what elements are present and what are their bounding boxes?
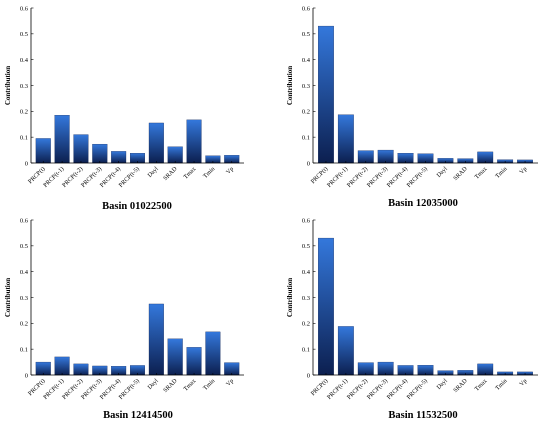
x-tick-label-tmax: Tmax [182, 165, 198, 181]
x-tick-label-tmin: Tmin [202, 377, 216, 391]
bar-prcp-t [35, 138, 51, 164]
panel-4: 00.10.20.30.40.50.6PRCP(t)PRCP(t-1)PRCP(… [286, 217, 538, 421]
x-tick-label-prcp-t-1: PRCP(t-1) [326, 377, 349, 400]
y-tick-label: 0.4 [302, 57, 311, 64]
y-axis-label: Contribution [286, 278, 294, 317]
y-tick-label: 0.3 [302, 83, 310, 90]
panel-title: Basin 12414500 [103, 410, 173, 421]
y-tick-label: 0.6 [20, 5, 29, 12]
y-tick-label: 0.3 [302, 295, 310, 302]
x-tick-label-prcp-t-5: PRCP(t-5) [405, 377, 428, 400]
y-tick-label: 0.5 [302, 243, 310, 250]
y-tick-label: 0.2 [302, 321, 310, 328]
y-tick-label: 0.4 [302, 269, 311, 276]
y-tick-label: 0.6 [302, 5, 311, 12]
y-tick-label: 0 [25, 160, 28, 167]
panel-title: Basin 11532500 [388, 410, 457, 421]
y-tick-label: 0.1 [20, 346, 28, 353]
y-tick-label: 0.2 [20, 109, 28, 116]
bar-tmax [186, 347, 202, 376]
y-tick-label: 0.1 [302, 346, 310, 353]
x-tick-label-prcp-t-2: PRCP(t-2) [346, 377, 369, 400]
bar-tmax [186, 119, 202, 164]
bar-prcp-t-2 [73, 134, 89, 164]
y-tick-label: 0.2 [20, 321, 28, 328]
y-tick-label: 0.6 [20, 217, 29, 224]
bar-prcp-t-3 [92, 143, 108, 164]
panel-3: 00.10.20.30.40.50.6PRCP(t)PRCP(t-1)PRCP(… [4, 217, 244, 421]
bar-prcp-t-1 [54, 115, 70, 164]
y-tick-label: 0.5 [20, 31, 28, 38]
y-tick-label: 0.4 [20, 269, 29, 276]
x-tick-label-tmax: Tmax [473, 165, 489, 181]
bar-prcp-t [318, 25, 334, 164]
bar-prcp-t-1 [54, 356, 70, 376]
y-tick-label: 0.1 [302, 134, 310, 141]
x-tick-label-srad: SRAD [452, 377, 469, 394]
x-tick-label-tmin: Tmin [494, 377, 508, 391]
x-tick-label-prcp-t-4: PRCP(t-4) [386, 165, 409, 188]
bar-srad [167, 146, 183, 164]
x-tick-label-prcp-t-3: PRCP(t-3) [366, 377, 389, 400]
x-tick-label-vp: Vp [518, 377, 528, 387]
x-tick-label-prcp-t-4: PRCP(t-4) [386, 377, 409, 400]
x-tick-label-prcp-t-3: PRCP(t-3) [366, 165, 389, 188]
x-tick-label-tmax: Tmax [473, 377, 489, 393]
x-tick-label-tmin: Tmin [202, 165, 216, 179]
y-axis-label: Contribution [286, 66, 294, 105]
y-tick-label: 0.5 [20, 243, 28, 250]
x-tick-label-dayl: Dayl [435, 165, 449, 179]
bar-dayl [148, 303, 164, 376]
y-tick-label: 0 [307, 160, 310, 167]
x-tick-label-prcp-t-1: PRCP(t-1) [326, 165, 349, 188]
panel-1: 00.10.20.30.40.50.6PRCP(t)PRCP(t-1)PRCP(… [4, 5, 244, 212]
x-tick-label-tmin: Tmin [494, 165, 508, 179]
x-tick-label-prcp-t-2: PRCP(t-2) [346, 165, 369, 188]
x-tick-label-prcp-t-5: PRCP(t-5) [405, 165, 428, 188]
y-tick-label: 0.1 [20, 134, 28, 141]
y-tick-label: 0.2 [302, 109, 310, 116]
bar-dayl [148, 122, 164, 164]
y-tick-label: 0.5 [302, 31, 310, 38]
x-tick-label-dayl: Dayl [146, 165, 160, 179]
x-tick-label-srad: SRAD [452, 165, 469, 182]
panel-title: Basin 12035000 [388, 198, 458, 209]
x-tick-label-prcp-t-5: PRCP(t-5) [117, 165, 140, 188]
panel-title: Basin 01022500 [102, 201, 172, 212]
bar-tmin [205, 331, 221, 376]
y-axis-label: Contribution [4, 66, 12, 105]
x-tick-label-srad: SRAD [162, 377, 179, 394]
y-tick-label: 0 [25, 372, 28, 379]
y-axis-label: Contribution [4, 278, 12, 317]
y-tick-label: 0.3 [20, 295, 28, 302]
x-tick-label-dayl: Dayl [146, 377, 160, 391]
bar-prcp-t-1 [337, 326, 354, 376]
bar-prcp-t-1 [337, 114, 354, 164]
x-tick-label-prcp-t-5: PRCP(t-5) [117, 377, 140, 400]
y-tick-label: 0.3 [20, 83, 28, 90]
x-tick-label-dayl: Dayl [435, 377, 449, 391]
y-tick-label: 0 [307, 372, 310, 379]
x-tick-label-vp: Vp [225, 377, 235, 387]
y-tick-label: 0.6 [302, 217, 311, 224]
x-tick-label-vp: Vp [518, 165, 528, 175]
bar-srad [167, 338, 183, 376]
panel-2: 00.10.20.30.40.50.6PRCP(t)PRCP(t-1)PRCP(… [286, 5, 538, 209]
x-tick-label-tmax: Tmax [182, 377, 198, 393]
x-tick-label-srad: SRAD [162, 165, 179, 182]
y-tick-label: 0.4 [20, 57, 29, 64]
bar-prcp-t [318, 237, 334, 376]
x-tick-label-vp: Vp [225, 165, 235, 175]
